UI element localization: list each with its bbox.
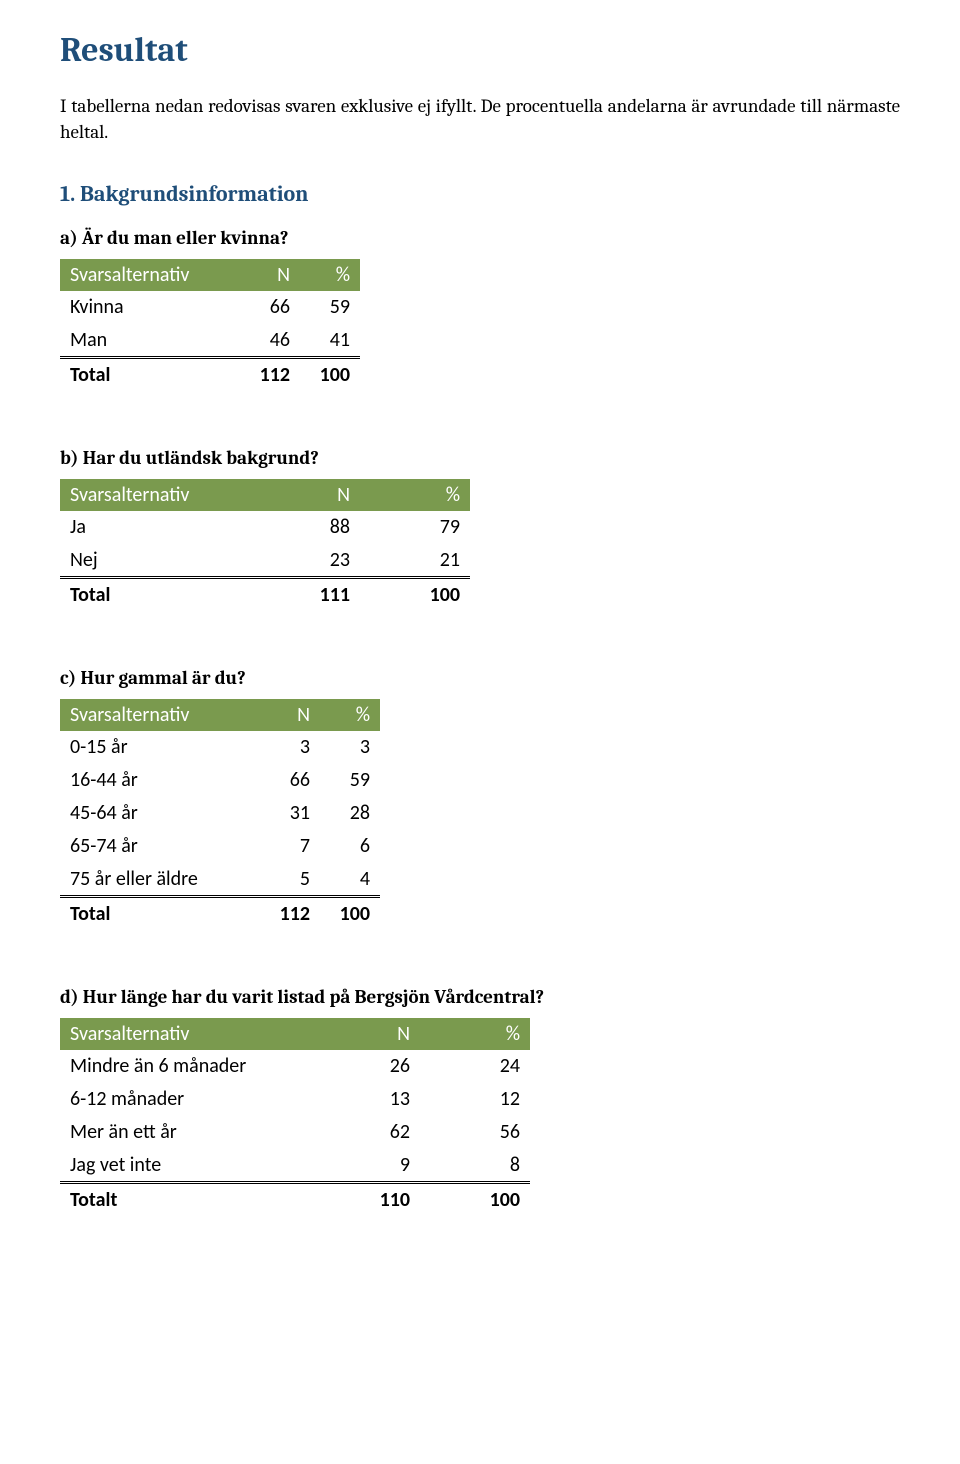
table-total-cell: 111 <box>250 578 360 612</box>
table-cell: Kvinna <box>60 291 240 324</box>
column-header: N <box>260 699 320 731</box>
table-cell: 31 <box>260 797 320 830</box>
table-row: 65-74 år76 <box>60 830 380 863</box>
table-cell: 45-64 år <box>60 797 260 830</box>
table-cell: 7 <box>260 830 320 863</box>
table-row: Mindre än 6 månader2624 <box>60 1050 530 1083</box>
table-cell: 79 <box>360 511 470 544</box>
table-d: SvarsalternativN%Mindre än 6 månader2624… <box>60 1018 530 1216</box>
table-total-cell: 112 <box>260 897 320 931</box>
column-header: % <box>420 1018 530 1050</box>
table-cell: Man <box>60 324 240 358</box>
column-header: % <box>320 699 380 731</box>
table-row: 16-44 år6659 <box>60 764 380 797</box>
table-cell: 66 <box>240 291 300 324</box>
table-cell: 59 <box>320 764 380 797</box>
table-cell: 41 <box>300 324 360 358</box>
table-total-cell: 110 <box>310 1183 420 1217</box>
table-row: Ja8879 <box>60 511 470 544</box>
table-cell: 88 <box>250 511 360 544</box>
table-cell: 4 <box>320 863 380 897</box>
table-total-row: Total112100 <box>60 358 360 392</box>
table-row: Kvinna6659 <box>60 291 360 324</box>
question-a: a) Är du man eller kvinna? <box>60 227 900 249</box>
column-header: Svarsalternativ <box>60 1018 310 1050</box>
table-total-cell: Total <box>60 578 250 612</box>
table-cell: 28 <box>320 797 380 830</box>
column-header: Svarsalternativ <box>60 699 260 731</box>
table-cell: 56 <box>420 1116 530 1149</box>
column-header: % <box>360 479 470 511</box>
table-cell: Ja <box>60 511 250 544</box>
column-header: Svarsalternativ <box>60 259 240 291</box>
table-cell: 3 <box>260 731 320 764</box>
intro-text: I tabellerna nedan redovisas svaren exkl… <box>60 94 900 145</box>
table-cell: 46 <box>240 324 300 358</box>
table-c: SvarsalternativN%0-15 år3316-44 år665945… <box>60 699 380 930</box>
table-total-cell: 100 <box>320 897 380 931</box>
table-b: SvarsalternativN%Ja8879Nej2321Total11110… <box>60 479 470 611</box>
question-b: b) Har du utländsk bakgrund? <box>60 447 900 469</box>
table-total-cell: 112 <box>240 358 300 392</box>
table-total-cell: Total <box>60 358 240 392</box>
page-title: Resultat <box>60 30 900 70</box>
table-cell: 6 <box>320 830 380 863</box>
table-row: 0-15 år33 <box>60 731 380 764</box>
table-row: Nej2321 <box>60 544 470 578</box>
table-cell: 66 <box>260 764 320 797</box>
table-cell: 59 <box>300 291 360 324</box>
table-row: 45-64 år3128 <box>60 797 380 830</box>
table-cell: Mindre än 6 månader <box>60 1050 310 1083</box>
table-cell: 8 <box>420 1149 530 1183</box>
table-row: Jag vet inte98 <box>60 1149 530 1183</box>
table-total-row: Total112100 <box>60 897 380 931</box>
column-header: % <box>300 259 360 291</box>
table-cell: 9 <box>310 1149 420 1183</box>
table-total-cell: 100 <box>360 578 470 612</box>
table-cell: 26 <box>310 1050 420 1083</box>
table-total-cell: Totalt <box>60 1183 310 1217</box>
table-cell: 21 <box>360 544 470 578</box>
table-row: 75 år eller äldre54 <box>60 863 380 897</box>
table-cell: 23 <box>250 544 360 578</box>
table-cell: 12 <box>420 1083 530 1116</box>
table-cell: 5 <box>260 863 320 897</box>
table-a: SvarsalternativN%Kvinna6659Man4641Total1… <box>60 259 360 391</box>
table-cell: 0-15 år <box>60 731 260 764</box>
column-header: N <box>240 259 300 291</box>
table-cell: Nej <box>60 544 250 578</box>
table-total-row: Total111100 <box>60 578 470 612</box>
table-row: Man4641 <box>60 324 360 358</box>
table-total-cell: Total <box>60 897 260 931</box>
column-header: N <box>250 479 360 511</box>
table-cell: 24 <box>420 1050 530 1083</box>
table-total-cell: 100 <box>300 358 360 392</box>
table-row: Mer än ett år6256 <box>60 1116 530 1149</box>
section-heading: 1. Bakgrundsinformation <box>60 181 900 207</box>
table-cell: 16-44 år <box>60 764 260 797</box>
table-cell: Mer än ett år <box>60 1116 310 1149</box>
table-total-cell: 100 <box>420 1183 530 1217</box>
table-cell: 3 <box>320 731 380 764</box>
column-header: Svarsalternativ <box>60 479 250 511</box>
table-cell: 75 år eller äldre <box>60 863 260 897</box>
question-c: c) Hur gammal är du? <box>60 667 900 689</box>
column-header: N <box>310 1018 420 1050</box>
question-d: d) Hur länge har du varit listad på Berg… <box>60 986 900 1008</box>
table-cell: 62 <box>310 1116 420 1149</box>
table-cell: 65-74 år <box>60 830 260 863</box>
table-cell: 6-12 månader <box>60 1083 310 1116</box>
table-cell: Jag vet inte <box>60 1149 310 1183</box>
table-total-row: Totalt110100 <box>60 1183 530 1217</box>
table-cell: 13 <box>310 1083 420 1116</box>
table-row: 6-12 månader1312 <box>60 1083 530 1116</box>
